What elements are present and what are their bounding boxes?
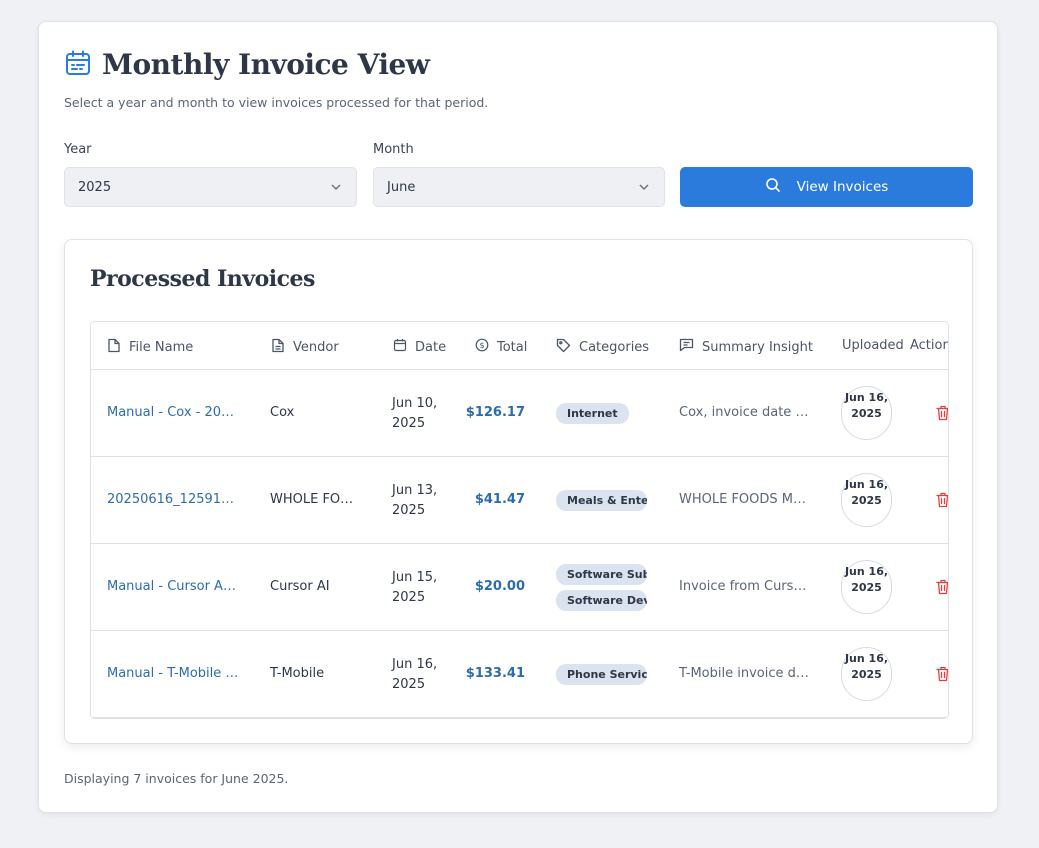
page-subtitle: Select a year and month to view invoices…	[64, 95, 489, 110]
month-value: June	[387, 179, 416, 195]
search-icon	[765, 177, 781, 197]
file-icon	[107, 338, 121, 357]
month-label: Month	[373, 142, 414, 157]
total-cell: $126.17	[465, 405, 525, 420]
trash-icon[interactable]	[936, 579, 948, 599]
vendor-cell: T-Mobile	[270, 666, 325, 681]
tag-icon	[556, 338, 571, 357]
column-categories-label: Categories	[579, 340, 650, 355]
month-select[interactable]: June	[373, 167, 665, 207]
section-title: Processed Invoices	[90, 266, 315, 292]
total-cell: $41.47	[474, 492, 525, 507]
vendor-cell: Cox	[270, 405, 295, 420]
invoice-table: File Name Vendor Date $	[90, 321, 949, 719]
uploaded-badge: Jun 16, 2025	[841, 647, 892, 701]
processed-invoices-card: Processed Invoices File Name Vendor	[64, 239, 973, 744]
dollar-circle-icon: $	[475, 338, 489, 356]
trash-icon[interactable]	[936, 405, 948, 425]
year-select[interactable]: 2025	[64, 167, 357, 207]
uploaded-badge: Jun 16, 2025	[841, 560, 892, 614]
title-row: Monthly Invoice View	[64, 48, 430, 81]
column-vendor[interactable]: Vendor	[271, 338, 339, 357]
file-name-link[interactable]: Manual - Cursor AI - ...	[107, 579, 239, 594]
table-row: Manual - Cursor AI - ... Cursor AI Jun 1…	[91, 544, 948, 631]
category-tag: Software Devel	[556, 590, 647, 611]
column-uploaded-label: Uploaded	[842, 338, 904, 353]
message-icon	[679, 338, 694, 356]
date-cell: Jun 15, 2025	[392, 570, 438, 605]
column-actions-label: Action	[910, 338, 949, 353]
category-tag: Meals & Entert	[556, 490, 647, 511]
summary-cell: Cox, invoice date 20...	[679, 405, 811, 420]
page-title: Monthly Invoice View	[102, 48, 430, 81]
category-tag: Phone Service	[556, 664, 647, 685]
column-uploaded[interactable]: Uploaded	[842, 338, 904, 353]
column-file-name[interactable]: File Name	[107, 338, 193, 357]
file-name-link[interactable]: 20250616_1259192...	[107, 492, 239, 507]
date-cell: Jun 10, 2025	[392, 396, 438, 431]
year-label: Year	[64, 142, 92, 157]
trash-icon[interactable]	[936, 666, 948, 686]
column-date-label: Date	[415, 339, 447, 355]
view-invoices-label: View Invoices	[796, 179, 889, 195]
summary-cell: Invoice from Cursor ...	[679, 579, 811, 594]
file-name-link[interactable]: Manual - Cox - 2025...	[107, 405, 239, 420]
main-card: Monthly Invoice View Select a year and m…	[38, 21, 998, 813]
trash-icon[interactable]	[936, 492, 948, 512]
uploaded-badge: Jun 16, 2025	[841, 473, 892, 527]
svg-text:$: $	[479, 341, 484, 350]
table-header: File Name Vendor Date $	[91, 322, 948, 370]
column-actions[interactable]: Action	[910, 338, 949, 353]
calendar-icon	[64, 49, 92, 81]
column-total-label: Total	[497, 339, 528, 355]
chevron-down-icon	[638, 181, 650, 197]
chevron-down-icon	[330, 181, 342, 197]
vendor-cell: Cursor AI	[270, 579, 330, 594]
uploaded-badge: Jun 16, 2025	[841, 386, 892, 440]
column-summary[interactable]: Summary Insight	[679, 338, 813, 356]
column-categories[interactable]: Categories	[556, 338, 649, 357]
column-total[interactable]: $ Total	[475, 338, 527, 356]
total-cell: $20.00	[474, 579, 525, 594]
category-tag: Internet	[556, 403, 629, 424]
column-summary-label: Summary Insight	[702, 339, 814, 355]
status-text: Displaying 7 invoices for June 2025.	[64, 771, 289, 786]
total-cell: $133.41	[465, 666, 525, 681]
vendor-cell: WHOLE FOO...	[270, 492, 360, 507]
column-date[interactable]: Date	[393, 338, 446, 356]
column-vendor-label: Vendor	[293, 340, 339, 355]
summary-cell: T-Mobile invoice da...	[679, 666, 811, 681]
file-name-link[interactable]: Manual - T-Mobile - ...	[107, 666, 239, 681]
year-value: 2025	[78, 179, 112, 195]
date-cell: Jun 16, 2025	[392, 657, 438, 692]
table-row: Manual - Cox - 2025... Cox Jun 10, 2025 …	[91, 370, 948, 457]
category-tag: Software Subsc	[556, 564, 647, 585]
calendar-icon	[393, 338, 407, 356]
date-cell: Jun 13, 2025	[392, 483, 438, 518]
summary-cell: WHOLE FOODS MA...	[679, 492, 811, 507]
table-row: 20250616_1259192... WHOLE FOO... Jun 13,…	[91, 457, 948, 544]
document-icon	[271, 338, 285, 357]
column-file-name-label: File Name	[129, 340, 194, 355]
table-row: Manual - T-Mobile - ... T-Mobile Jun 16,…	[91, 631, 948, 718]
view-invoices-button[interactable]: View Invoices	[680, 167, 973, 207]
